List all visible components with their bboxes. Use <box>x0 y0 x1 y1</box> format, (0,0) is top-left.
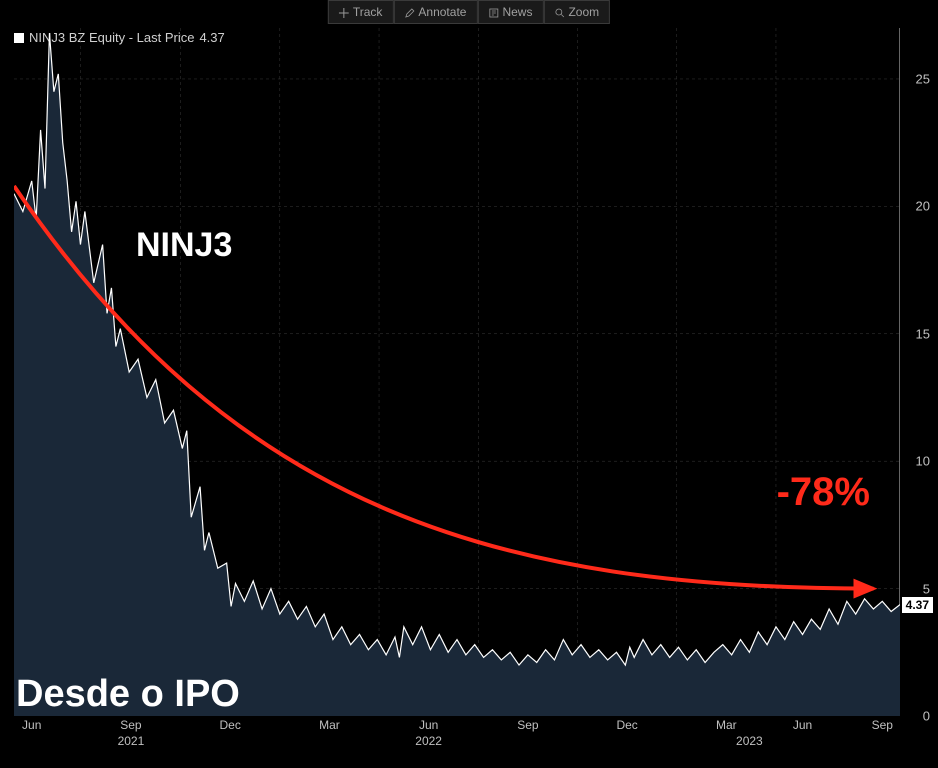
chart-toolbar: Track Annotate News Zoom <box>328 0 610 24</box>
x-month-label: Sep <box>872 718 893 732</box>
zoom-button[interactable]: Zoom <box>543 0 610 24</box>
x-year-label: 2023 <box>736 734 763 748</box>
x-month-label: Dec <box>616 718 637 732</box>
y-tick-label: 0 <box>923 709 930 724</box>
annotate-button[interactable]: Annotate <box>393 0 477 24</box>
pct-annotation: -78% <box>777 470 870 515</box>
y-tick-label: 5 <box>923 581 930 596</box>
ticker-annotation: NINJ3 <box>136 226 232 265</box>
zoom-label: Zoom <box>568 5 599 19</box>
x-month-label: Mar <box>319 718 340 732</box>
annotate-label: Annotate <box>418 5 466 19</box>
x-month-label: Jun <box>22 718 41 732</box>
pencil-icon <box>404 7 414 17</box>
crosshair-icon <box>339 7 349 17</box>
x-year-label: 2022 <box>415 734 442 748</box>
track-label: Track <box>353 5 383 19</box>
news-label: News <box>502 5 532 19</box>
track-button[interactable]: Track <box>328 0 394 24</box>
y-tick-label: 10 <box>916 454 930 469</box>
chart-container[interactable] <box>14 28 900 716</box>
news-button[interactable]: News <box>477 0 543 24</box>
x-month-label: Sep <box>120 718 141 732</box>
ipo-annotation: Desde o IPO <box>16 673 240 716</box>
x-month-label: Sep <box>517 718 538 732</box>
x-month-label: Dec <box>220 718 241 732</box>
x-month-label: Jun <box>793 718 812 732</box>
x-month-label: Jun <box>419 718 438 732</box>
news-icon <box>488 7 498 17</box>
y-tick-label: 15 <box>916 326 930 341</box>
last-price-badge: 4.37 <box>902 597 933 613</box>
price-chart <box>14 28 900 716</box>
y-tick-label: 25 <box>916 71 930 86</box>
x-month-label: Mar <box>716 718 737 732</box>
x-axis-labels: Jun Sep Dec Mar Jun Sep Dec Mar Jun Sep 2021 2022 20… <box>14 718 900 750</box>
y-tick-label: 20 <box>916 199 930 214</box>
x-year-label: 2021 <box>118 734 145 748</box>
y-axis-labels: 0510152025 <box>902 28 930 716</box>
zoom-icon <box>554 7 564 17</box>
